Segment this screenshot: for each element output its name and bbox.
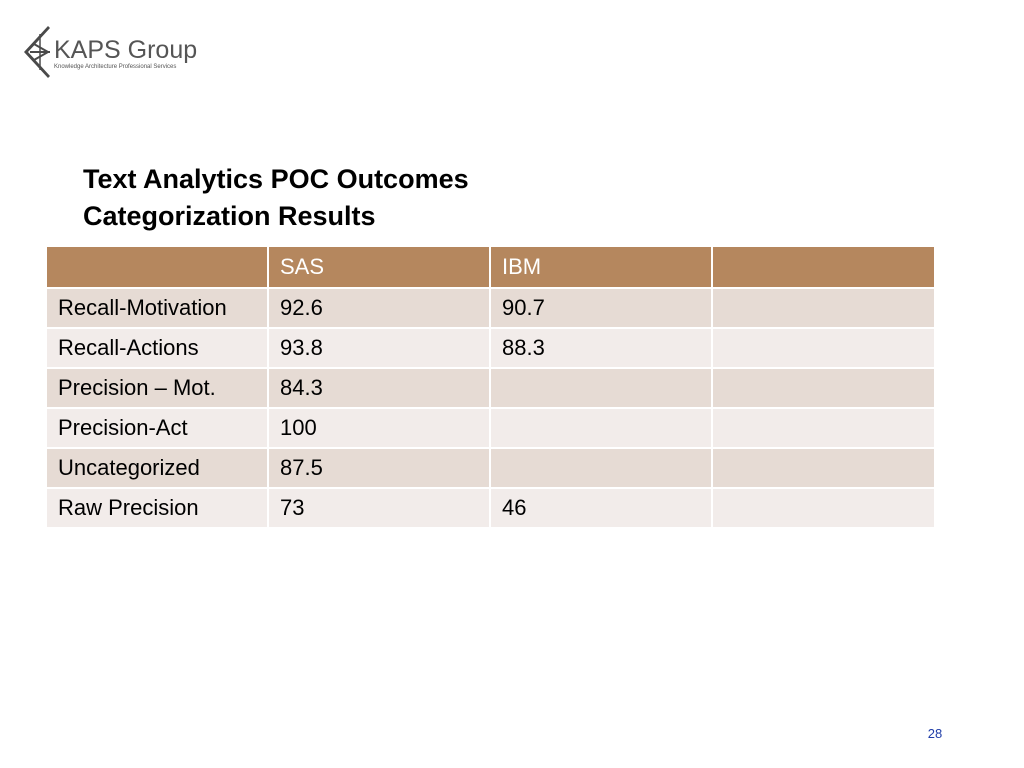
sas-value: 84.3 — [267, 367, 491, 409]
logo-tagline: Knowledge Architecture Professional Serv… — [54, 64, 177, 70]
row-label: Recall-Actions — [45, 327, 269, 369]
empty-cell — [711, 327, 936, 369]
ibm-value — [489, 367, 713, 409]
ibm-value: 46 — [489, 487, 713, 529]
sas-value: 73 — [267, 487, 491, 529]
sas-value: 100 — [267, 407, 491, 449]
header-cell — [45, 245, 269, 289]
title-line-1: Text Analytics POC Outcomes — [83, 164, 469, 194]
slide-title: Text Analytics POC Outcomes Categorizati… — [83, 161, 469, 235]
ibm-value — [489, 407, 713, 449]
kaps-group-logo: KAPS Group Knowledge Architecture Profes… — [20, 24, 220, 82]
empty-cell — [711, 287, 936, 329]
page-number: 28 — [927, 726, 943, 741]
row-label: Recall-Motivation — [45, 287, 269, 329]
row-label: Raw Precision — [45, 487, 269, 529]
ibm-value: 90.7 — [489, 287, 713, 329]
table-row: Recall-Actions 93.8 88.3 — [45, 327, 936, 369]
table-row: Raw Precision 73 46 — [45, 487, 936, 529]
ibm-value — [489, 447, 713, 489]
table-row: Precision-Act 100 — [45, 407, 936, 449]
row-label: Precision-Act — [45, 407, 269, 449]
header-cell-ibm: IBM — [489, 245, 713, 289]
table-header-row: SAS IBM — [45, 245, 936, 289]
table-row: Recall-Motivation 92.6 90.7 — [45, 287, 936, 329]
results-table: SAS IBM Recall-Motivation 92.6 90.7 Reca… — [45, 245, 936, 529]
sas-value: 87.5 — [267, 447, 491, 489]
kaps-arrow-logo-icon — [24, 26, 51, 78]
row-label: Precision – Mot. — [45, 367, 269, 409]
table-row: Uncategorized 87.5 — [45, 447, 936, 489]
table-row: Precision – Mot. 84.3 — [45, 367, 936, 409]
empty-cell — [711, 407, 936, 449]
empty-cell — [711, 487, 936, 529]
header-cell-sas: SAS — [267, 245, 491, 289]
empty-cell — [711, 367, 936, 409]
sas-value: 92.6 — [267, 287, 491, 329]
logo-name: KAPS Group — [54, 36, 198, 64]
title-line-2: Categorization Results — [83, 201, 376, 231]
sas-value: 93.8 — [267, 327, 491, 369]
row-label: Uncategorized — [45, 447, 269, 489]
ibm-value: 88.3 — [489, 327, 713, 369]
header-cell — [711, 245, 936, 289]
empty-cell — [711, 447, 936, 489]
